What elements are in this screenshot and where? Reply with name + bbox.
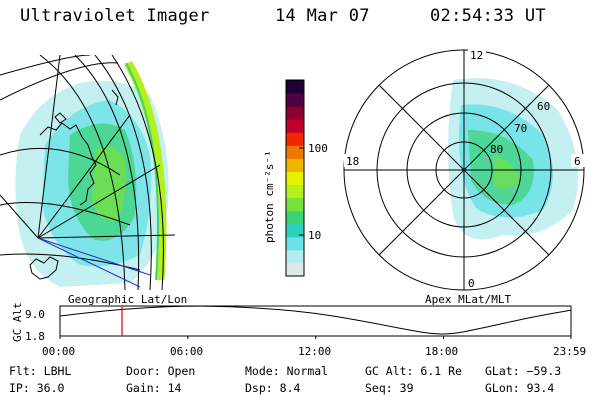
colorbar-band: [286, 158, 304, 172]
header-title: Ultraviolet Imager: [20, 6, 210, 26]
colorbar-band: [286, 132, 304, 146]
x-tick-1200: 12:00: [298, 345, 331, 358]
colorbar-band: [286, 210, 304, 225]
colorbar-band: [286, 80, 304, 94]
timeline-right-label: Apex MLat/MLT: [425, 293, 511, 306]
colorbar-band: [286, 93, 304, 107]
status-seq: Seq: 39: [365, 381, 414, 395]
status-mode: Mode: Normal: [245, 364, 329, 378]
status-glat: GLat: −59.3: [485, 364, 562, 378]
gc-alt-curve: [59, 305, 572, 335]
header-date: 14 Mar 07: [275, 6, 370, 26]
colorbar-band: [286, 249, 304, 264]
polar-emission-core: [493, 155, 521, 189]
lat-label-70: 70: [514, 122, 527, 135]
colorbar-band: [286, 145, 304, 159]
mlt-label-0: 0: [468, 277, 475, 290]
colorbar-band: [286, 119, 304, 133]
mlt-label-12: 12: [470, 49, 483, 62]
status-ip: IP: 36.0: [9, 381, 65, 395]
mlt-label-6: 6: [574, 155, 581, 168]
status-gain: Gain: 14: [126, 381, 182, 395]
colorbar-gradient: [286, 80, 304, 277]
timeline-ticks: [59, 336, 572, 339]
colorbar-band: [286, 236, 304, 251]
mlt-label-18: 18: [346, 155, 359, 168]
geo-track: [37, 237, 151, 288]
colorbar-band: [286, 262, 304, 277]
x-tick-0000: 00:00: [42, 345, 75, 358]
x-tick-1800: 18:00: [425, 345, 458, 358]
status-door: Door: Open: [126, 364, 196, 378]
geographic-map: [0, 55, 176, 290]
gc-alt-timeline: Geographic Lat/Lon Apex MLat/MLT GC Alt …: [11, 293, 586, 358]
colorbar-label: photon cm⁻²s⁻¹: [263, 150, 276, 243]
polar-plot: 12 18 6 0 60 70 80: [343, 47, 585, 291]
geo-graticule: [0, 55, 176, 290]
geo-coastline: [29, 89, 119, 280]
x-tick-0600: 06:00: [170, 345, 203, 358]
status-filter: Flt: LBHL: [9, 364, 72, 378]
y-tick-bottom: 1.8: [25, 330, 45, 343]
colorbar: 100 10 photon cm⁻²s⁻¹: [263, 79, 328, 277]
timeline-frame: [59, 305, 572, 337]
y-tick-top: 9.0: [25, 308, 45, 321]
header-time: 02:54:33 UT: [430, 6, 546, 26]
x-tick-2359: 23:59: [553, 345, 586, 358]
status-glon: GLon: 93.4: [485, 381, 555, 395]
lat-label-80: 80: [490, 143, 503, 156]
colorbar-band: [286, 197, 304, 212]
colorbar-band: [286, 223, 304, 238]
colorbar-tick-100: 100: [308, 142, 328, 155]
colorbar-band: [286, 184, 304, 199]
timeline-left-label: Geographic Lat/Lon: [68, 293, 187, 306]
geo-emission-core: [92, 146, 126, 221]
colorbar-tick-10: 10: [308, 229, 321, 242]
lat-label-60: 60: [537, 100, 550, 113]
colorbar-band: [286, 171, 304, 186]
geo-limb-arc: [124, 60, 167, 281]
status-dsp: Dsp: 8.4: [245, 381, 301, 395]
status-gc-alt: GC Alt: 6.1 Re: [365, 364, 462, 378]
timeline-axis-title: GC Alt: [11, 302, 24, 342]
colorbar-band: [286, 106, 304, 120]
